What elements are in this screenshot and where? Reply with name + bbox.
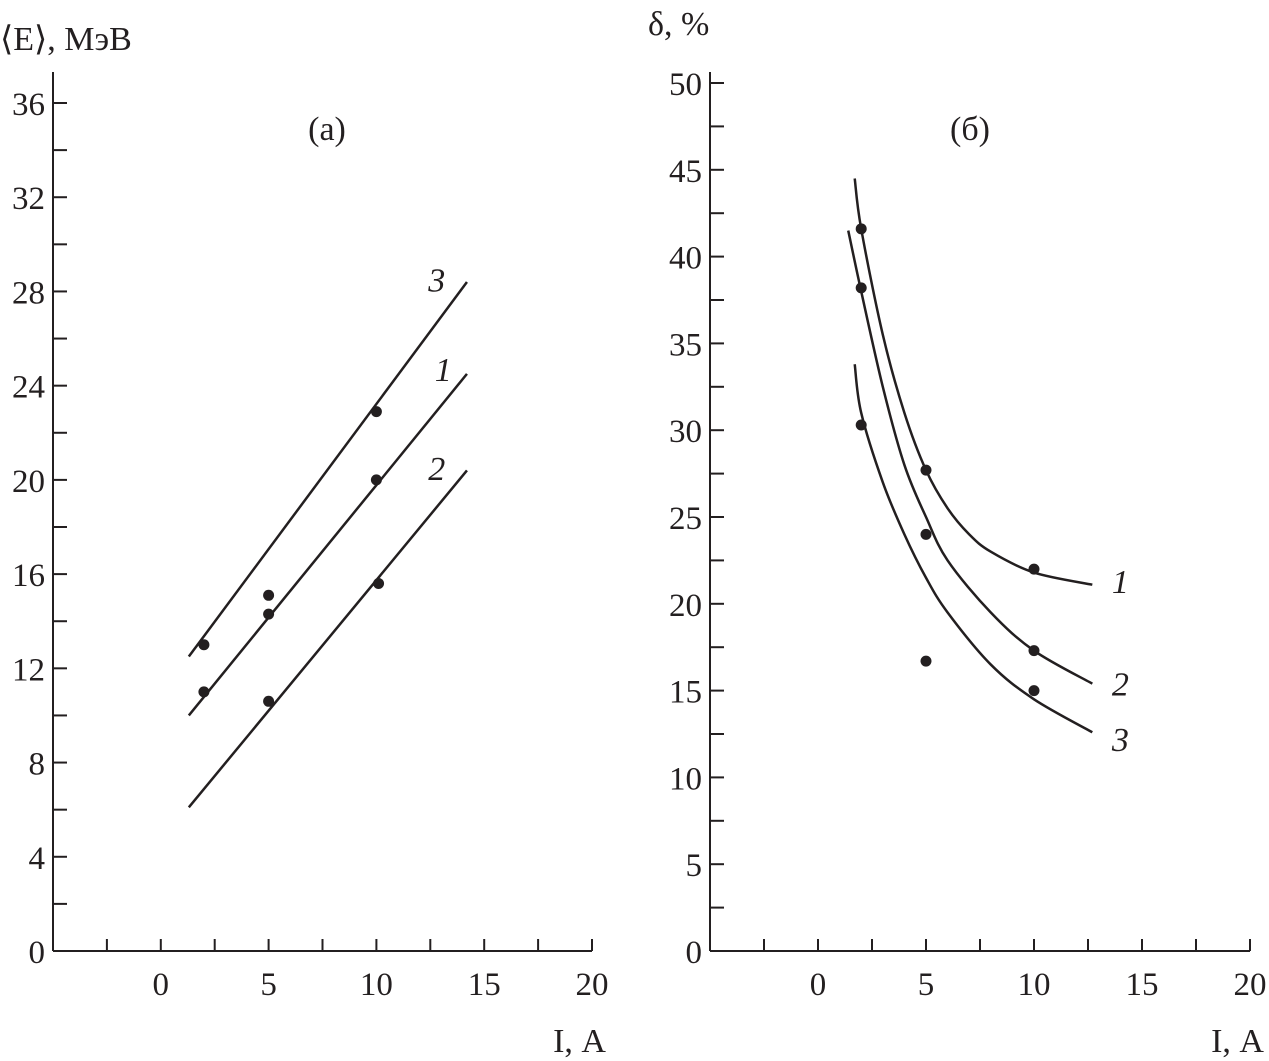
x-tick-label: 0 — [810, 967, 827, 1003]
y-axis-label: δ, % — [648, 6, 709, 43]
data-point — [263, 608, 275, 620]
y-axis-label: ⟨E⟩, МэВ — [0, 21, 132, 58]
x-tick-label: 10 — [1018, 967, 1051, 1003]
x-tick-label: 5 — [918, 967, 935, 1003]
y-tick-label: 12 — [12, 652, 45, 688]
curve-label-2: 2 — [428, 451, 445, 488]
y-tick-label: 25 — [669, 501, 702, 537]
data-point — [370, 474, 382, 486]
x-axis-label-a: I, А — [553, 1023, 606, 1060]
curve-2 — [187, 469, 468, 809]
data-point — [263, 695, 275, 707]
x-tick-label: 5 — [260, 967, 277, 1003]
curve-1 — [187, 373, 468, 717]
y-tick-label: 8 — [29, 747, 46, 783]
data-point — [370, 406, 382, 418]
y-tick-label: 15 — [669, 675, 702, 711]
curve-label-2: 2 — [1112, 667, 1129, 704]
x-tick-label: 20 — [576, 967, 609, 1003]
data-point — [1028, 685, 1040, 697]
curve-label-3: 3 — [427, 263, 445, 300]
y-tick-label: 0 — [686, 935, 703, 971]
y-tick-label: 45 — [669, 154, 702, 190]
y-tick-label: 10 — [669, 761, 702, 797]
y-tick-label: 24 — [12, 370, 45, 406]
x-tick-label: 15 — [1126, 967, 1159, 1003]
data-point — [920, 464, 932, 476]
curve-label-1: 1 — [1112, 564, 1129, 601]
y-tick-label: 30 — [669, 414, 702, 450]
x-axis-label-b: I, А — [1211, 1023, 1264, 1060]
y-tick-label: 5 — [686, 848, 703, 884]
y-tick-label: 20 — [12, 464, 45, 500]
curve-3 — [853, 364, 1093, 734]
curve-label-3: 3 — [1111, 722, 1129, 759]
curve-1 — [853, 178, 1093, 586]
curve-3 — [187, 281, 468, 658]
x-tick-label: 15 — [468, 967, 501, 1003]
y-tick-label: 28 — [12, 275, 45, 311]
y-tick-label: 32 — [12, 181, 45, 217]
data-point — [373, 578, 385, 590]
data-point — [855, 223, 867, 235]
data-point — [198, 686, 210, 698]
y-tick-label: 4 — [29, 841, 46, 877]
curve-2 — [847, 230, 1093, 685]
y-tick-label: 16 — [12, 558, 45, 594]
y-tick-label: 36 — [12, 87, 45, 123]
y-tick-label: 50 — [669, 67, 702, 103]
data-point — [1028, 563, 1040, 575]
y-tick-label: 35 — [669, 327, 702, 363]
y-tick-label: 0 — [29, 935, 46, 971]
data-point — [855, 419, 867, 431]
data-point — [263, 589, 275, 601]
data-point — [855, 282, 867, 294]
x-tick-label: 10 — [360, 967, 393, 1003]
y-tick-label: 20 — [669, 588, 702, 624]
data-point — [920, 528, 932, 540]
curve-label-1: 1 — [435, 352, 452, 389]
data-point — [198, 639, 210, 651]
y-tick-label: 40 — [669, 241, 702, 277]
panel-label: (б) — [950, 111, 990, 148]
panel-label: (а) — [308, 111, 346, 148]
data-point — [1028, 645, 1040, 657]
data-point — [920, 655, 932, 667]
x-tick-label: 0 — [153, 967, 170, 1003]
x-tick-label: 20 — [1234, 967, 1267, 1003]
panel-b: 0 5 10 15 20 0 5 10 15 20 25 30 35 40 45 50 δ, % (б) 1 2 3 — [648, 6, 1267, 1003]
